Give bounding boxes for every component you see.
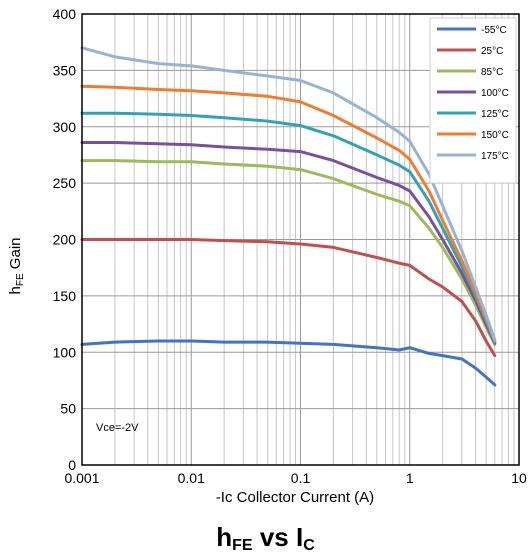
series-line-3	[80, 141, 497, 345]
series-line-5	[80, 84, 497, 343]
series-lines	[80, 46, 497, 387]
series-line-1	[80, 238, 497, 358]
y-tick-label: 300	[53, 119, 77, 135]
x-axis-title: -Ic Collector Current (A)	[216, 489, 374, 506]
y-tick-label: 350	[53, 62, 77, 78]
y-tick-label: 100	[53, 344, 77, 360]
y-tick-label: 400	[53, 6, 77, 22]
legend-label-2: 85°C	[481, 67, 503, 78]
legend-label-1: 25°C	[481, 46, 503, 57]
series-line-4	[80, 111, 497, 344]
figure-title-vs: vs I	[252, 522, 304, 552]
legend-label-3: 100°C	[481, 88, 509, 99]
y-tick-label: 250	[53, 175, 77, 191]
tick-labels: 0 50 100 150 200 250 300 350 400 0.001 0.01 0.1 1 10	[53, 6, 527, 486]
legend-label-5: 150°C	[481, 130, 509, 141]
series-line-6	[80, 46, 497, 342]
y-axis-title: hFE Gain	[7, 238, 26, 295]
figure-title-h: h	[216, 522, 233, 552]
legend-label-6: 175°C	[481, 151, 509, 162]
y-tick-label: 150	[53, 288, 77, 304]
y-tick-label: 200	[53, 232, 77, 248]
figure-title-c: C	[303, 537, 315, 554]
legend: -55°C 25°C 85°C 100°C 125°C 150°C 175°C	[429, 17, 517, 184]
x-tick-label: 10	[511, 470, 527, 486]
series-line-2	[80, 159, 497, 346]
x-tick-label: 0.1	[291, 470, 311, 486]
x-tick-label: 0.01	[178, 470, 205, 486]
y-axis-title-main: h	[7, 286, 24, 294]
figure-title-fe: FE	[232, 537, 253, 554]
figure-title: hFE vs IC	[0, 522, 531, 555]
series-line-0	[80, 339, 497, 387]
legend-label-4: 125°C	[481, 109, 509, 120]
y-tick-label: 0	[68, 457, 76, 473]
y-tick-label: 50	[60, 401, 76, 417]
x-tick-label: 1	[406, 470, 414, 486]
plot-frame	[81, 13, 520, 466]
x-tick-label: 0.001	[64, 470, 99, 486]
y-axis-title-sub: FE	[15, 273, 26, 286]
condition-annotation: Vce=-2V	[96, 422, 139, 434]
legend-label-0: -55°C	[481, 25, 507, 36]
y-axis-title-rest: Gain	[7, 238, 24, 274]
